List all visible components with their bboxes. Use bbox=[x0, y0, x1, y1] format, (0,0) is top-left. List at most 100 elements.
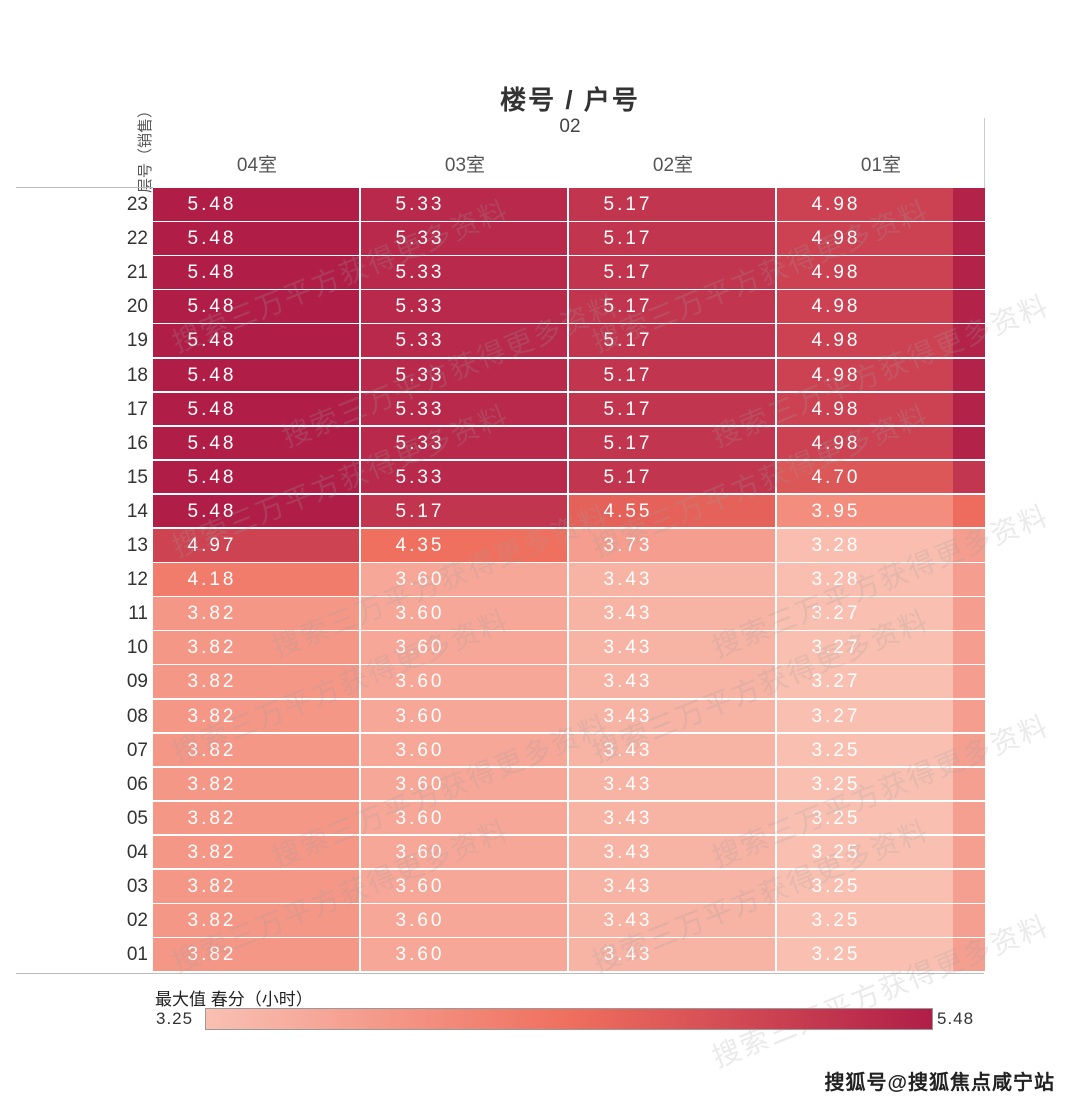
heatmap-cell bbox=[569, 426, 777, 462]
heatmap-cell bbox=[361, 188, 569, 223]
row-label: 23 bbox=[126, 194, 148, 215]
edge-strip bbox=[953, 494, 985, 530]
heatmap-cell bbox=[777, 699, 985, 735]
heatmap-cell bbox=[569, 699, 777, 735]
edge-strip bbox=[953, 767, 985, 803]
heatmap-cell bbox=[777, 767, 985, 803]
heatmap-cell bbox=[777, 801, 985, 837]
row-label: 06 bbox=[126, 773, 148, 795]
heatmap-cell bbox=[569, 358, 777, 394]
heatmap-cell bbox=[777, 665, 985, 700]
heatmap-cell bbox=[361, 597, 569, 632]
edge-strip bbox=[953, 222, 985, 257]
heatmap-cell bbox=[361, 631, 569, 666]
heatmap-cell bbox=[361, 290, 569, 325]
edge-strip bbox=[953, 460, 985, 496]
header-divider bbox=[984, 118, 985, 188]
heatmap-cell bbox=[569, 494, 777, 530]
heatmap-cell bbox=[777, 426, 985, 462]
column-header: 02室 bbox=[652, 155, 694, 176]
heatmap-cell bbox=[777, 392, 985, 428]
heatmap-cell bbox=[153, 767, 361, 803]
heatmap-cell bbox=[777, 222, 985, 257]
row-label: 04 bbox=[126, 841, 148, 863]
heatmap-cell bbox=[361, 938, 569, 973]
heatmap-cell bbox=[569, 188, 777, 223]
heatmap-cell bbox=[153, 290, 361, 325]
edge-strip bbox=[953, 631, 985, 666]
edge-strip bbox=[953, 699, 985, 735]
heatmap-cell bbox=[153, 699, 361, 735]
heatmap-cell bbox=[153, 870, 361, 905]
heatmap-cell bbox=[361, 835, 569, 871]
edge-strip bbox=[953, 938, 985, 973]
building-number: 02 bbox=[559, 116, 581, 137]
legend-color-bar bbox=[205, 1008, 933, 1030]
heatmap-cell bbox=[153, 426, 361, 462]
heatmap-cell bbox=[361, 870, 569, 905]
row-label: 11 bbox=[128, 603, 148, 625]
heatmap-cell bbox=[153, 256, 361, 291]
heatmap-cell bbox=[361, 801, 569, 837]
heatmap-cell bbox=[777, 324, 985, 359]
heatmap-cell bbox=[361, 222, 569, 257]
heatmap-cell bbox=[777, 904, 985, 939]
heatmap-cell bbox=[569, 938, 777, 973]
heatmap-cell bbox=[569, 529, 777, 564]
heatmap-cell bbox=[153, 631, 361, 666]
row-label: 05 bbox=[126, 807, 148, 829]
heatmap-cell bbox=[153, 563, 361, 598]
heatmap-cell bbox=[153, 938, 361, 973]
heatmap-cell bbox=[153, 904, 361, 939]
heatmap-cell bbox=[569, 222, 777, 257]
credit-text: 搜狐号@搜狐焦点咸宁站 bbox=[824, 1072, 1055, 1094]
heatmap-cell bbox=[153, 801, 361, 837]
heatmap-cell bbox=[569, 324, 777, 359]
edge-strip bbox=[953, 597, 985, 632]
frame-line bbox=[16, 973, 984, 975]
heatmap-cell bbox=[361, 699, 569, 735]
heatmap-cell bbox=[153, 529, 361, 564]
heatmap-cell bbox=[153, 358, 361, 394]
legend-max-label: 5.48 bbox=[937, 1009, 975, 1028]
heatmap-cell bbox=[153, 222, 361, 257]
heatmap-cell bbox=[569, 835, 777, 871]
row-label: 03 bbox=[126, 876, 148, 897]
heatmap-cell bbox=[569, 801, 777, 837]
heatmap-cell bbox=[361, 529, 569, 564]
heatmap-cell bbox=[361, 767, 569, 803]
row-axis-label: 层号（销售） bbox=[137, 103, 154, 194]
heatmap-cell bbox=[153, 188, 361, 223]
row-label: 02 bbox=[126, 910, 148, 932]
edge-strip bbox=[953, 358, 985, 394]
edge-strip bbox=[953, 188, 985, 223]
heatmap-cell bbox=[777, 460, 985, 496]
heatmap-cell bbox=[777, 494, 985, 530]
frame-line bbox=[16, 187, 153, 188]
heatmap-cell bbox=[777, 256, 985, 291]
row-label: 18 bbox=[126, 364, 148, 386]
heatmap-cell bbox=[569, 733, 777, 769]
edge-strip bbox=[953, 835, 985, 871]
heatmap-cell bbox=[569, 631, 777, 666]
heatmap-cell bbox=[153, 494, 361, 530]
edge-strip bbox=[953, 426, 985, 462]
heatmap-cell bbox=[361, 358, 569, 394]
heatmap-cell bbox=[777, 563, 985, 598]
edge-strip bbox=[953, 665, 985, 700]
row-label: 17 bbox=[126, 398, 148, 420]
heatmap-cell bbox=[569, 256, 777, 291]
edge-strip bbox=[953, 324, 985, 359]
heatmap-cell bbox=[777, 188, 985, 223]
heatmap-cell bbox=[361, 494, 569, 530]
edge-strip bbox=[953, 904, 985, 939]
heatmap-cell bbox=[777, 733, 985, 769]
edge-strip bbox=[953, 801, 985, 837]
row-label: 20 bbox=[126, 296, 148, 318]
row-label: 01 bbox=[126, 944, 148, 966]
heatmap-cell bbox=[569, 767, 777, 803]
heatmap-cell bbox=[361, 392, 569, 428]
heatmap-cell bbox=[777, 870, 985, 905]
row-label: 14 bbox=[126, 500, 148, 522]
edge-strip bbox=[953, 392, 985, 428]
